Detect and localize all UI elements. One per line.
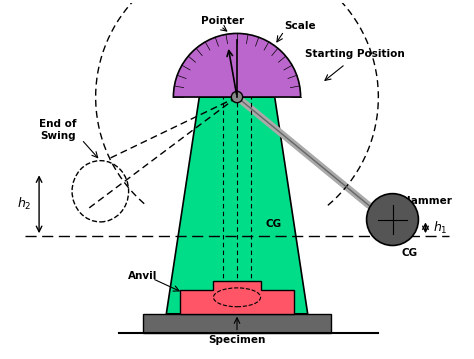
Bar (143, 314, 331, 333)
Text: End of
Swing: End of Swing (39, 119, 77, 141)
Text: CG: CG (402, 248, 418, 257)
Polygon shape (166, 97, 308, 314)
Text: Starting Position: Starting Position (305, 49, 405, 59)
Text: Hammer: Hammer (402, 196, 452, 206)
Text: Anvil: Anvil (128, 271, 157, 281)
Circle shape (231, 92, 243, 103)
Text: Scale: Scale (284, 21, 316, 31)
Text: Specimen: Specimen (208, 335, 266, 345)
Text: CG: CG (265, 219, 282, 229)
Wedge shape (173, 33, 301, 97)
Text: $h_1$: $h_1$ (433, 220, 447, 236)
Circle shape (366, 194, 419, 246)
Text: $h_2$: $h_2$ (18, 196, 32, 212)
Text: Pointer: Pointer (201, 17, 245, 26)
Polygon shape (181, 281, 293, 314)
